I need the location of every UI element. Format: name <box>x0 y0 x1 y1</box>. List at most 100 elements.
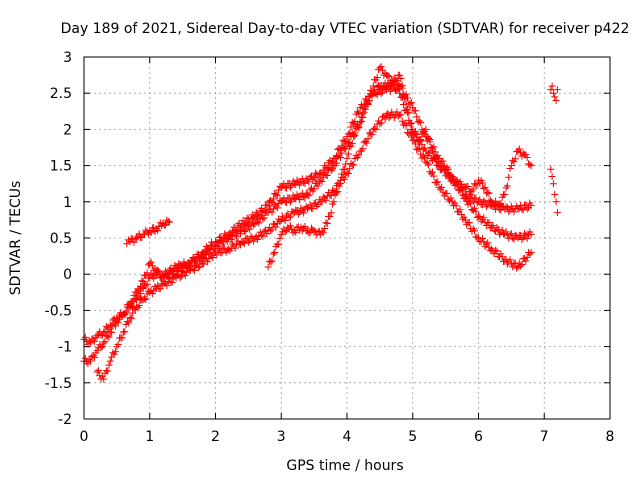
data-point-marker <box>510 158 518 166</box>
data-point-marker <box>286 213 294 221</box>
data-point-marker <box>163 282 171 290</box>
data-point-marker <box>112 348 120 356</box>
data-point-marker <box>292 206 300 214</box>
y-tick-label: -1 <box>58 340 72 356</box>
data-point-marker <box>551 191 559 199</box>
data-point-marker <box>160 221 168 229</box>
data-point-marker <box>425 134 433 142</box>
y-axis-ticks: -2 -1.5 -1 -0.5 0 0.5 1 1.5 2 2.5 3 <box>45 50 610 428</box>
data-point-marker <box>477 217 485 225</box>
data-point-marker <box>402 100 410 108</box>
data-point-marker <box>260 214 268 222</box>
data-point-marker <box>373 74 381 82</box>
data-point-marker <box>359 145 367 153</box>
data-point-marker <box>351 117 359 125</box>
data-point-marker <box>165 275 173 283</box>
data-point-marker <box>165 218 173 226</box>
data-point-marker <box>336 146 344 154</box>
data-point-marker <box>243 214 251 222</box>
data-point-marker <box>105 333 113 341</box>
data-point-marker <box>296 196 304 204</box>
data-point-marker <box>97 344 105 352</box>
data-point-marker <box>137 290 145 298</box>
data-point-marker <box>250 213 258 221</box>
data-point-marker <box>392 76 400 84</box>
data-points <box>80 63 561 383</box>
data-point-marker <box>496 200 504 208</box>
x-tick-label: 2 <box>211 429 220 445</box>
data-point-marker <box>472 208 480 216</box>
data-point-marker <box>240 227 248 235</box>
data-point-marker <box>236 230 244 238</box>
data-point-marker <box>323 172 331 180</box>
data-point-marker <box>268 208 276 216</box>
data-point-marker <box>482 240 490 248</box>
data-point-marker <box>290 194 298 202</box>
data-point-marker <box>124 236 132 244</box>
data-point-marker <box>105 361 113 369</box>
data-point-marker <box>379 85 387 93</box>
data-point-marker <box>264 201 272 209</box>
data-point-marker <box>234 237 242 245</box>
data-point-marker <box>286 198 294 206</box>
data-point-marker <box>309 204 317 212</box>
data-point-marker <box>355 109 363 117</box>
x-axis-label: GPS time / hours <box>286 458 403 474</box>
data-point-marker <box>407 99 415 107</box>
data-point-marker <box>390 114 398 122</box>
data-point-marker <box>327 166 335 174</box>
data-point-marker <box>306 201 314 209</box>
data-point-marker <box>484 239 492 247</box>
data-point-marker <box>402 122 410 130</box>
data-point-marker <box>100 375 108 383</box>
data-point-marker <box>423 159 431 167</box>
data-point-marker <box>440 162 448 170</box>
data-point-marker <box>154 266 162 274</box>
data-point-marker <box>221 230 229 238</box>
data-point-marker <box>100 328 108 336</box>
data-point-marker <box>87 357 95 365</box>
data-point-marker <box>255 212 263 220</box>
data-point-marker <box>506 256 514 264</box>
data-point-marker <box>342 145 350 153</box>
data-point-marker <box>330 198 338 206</box>
data-point-marker <box>359 110 367 118</box>
data-point-marker <box>268 199 276 207</box>
data-point-marker <box>281 228 289 236</box>
data-point-marker <box>286 183 294 191</box>
data-point-marker <box>465 219 473 227</box>
data-point-marker <box>523 153 531 161</box>
data-point-marker <box>340 165 348 173</box>
grid <box>84 57 610 419</box>
data-point-marker <box>258 231 266 239</box>
data-point-marker <box>259 215 267 223</box>
data-point-marker <box>393 77 401 85</box>
data-point-marker <box>204 258 212 266</box>
data-point-marker <box>485 219 493 227</box>
data-point-marker <box>334 188 342 196</box>
data-point-marker <box>386 87 394 95</box>
data-point-marker <box>242 219 250 227</box>
data-point-marker <box>322 164 330 172</box>
data-point-marker <box>355 151 363 159</box>
data-point-marker <box>450 174 458 182</box>
data-point-marker <box>147 229 155 237</box>
data-point-marker <box>372 125 380 133</box>
data-point-marker <box>442 165 450 173</box>
data-point-marker <box>447 194 455 202</box>
x-tick-label: 4 <box>343 429 352 445</box>
data-point-marker <box>385 83 393 91</box>
data-point-marker <box>364 101 372 109</box>
data-point-marker <box>377 119 385 127</box>
data-point-marker <box>202 242 210 250</box>
y-tick-label: 2.5 <box>50 86 72 102</box>
data-point-marker <box>263 230 271 238</box>
data-point-marker <box>276 234 284 242</box>
data-point-marker <box>409 136 417 144</box>
data-point-marker <box>411 107 419 115</box>
data-point-marker <box>415 117 423 125</box>
data-point-marker <box>357 117 365 125</box>
series-trace-c <box>93 108 535 383</box>
series-trace-e <box>264 71 535 271</box>
data-point-marker <box>214 239 222 247</box>
